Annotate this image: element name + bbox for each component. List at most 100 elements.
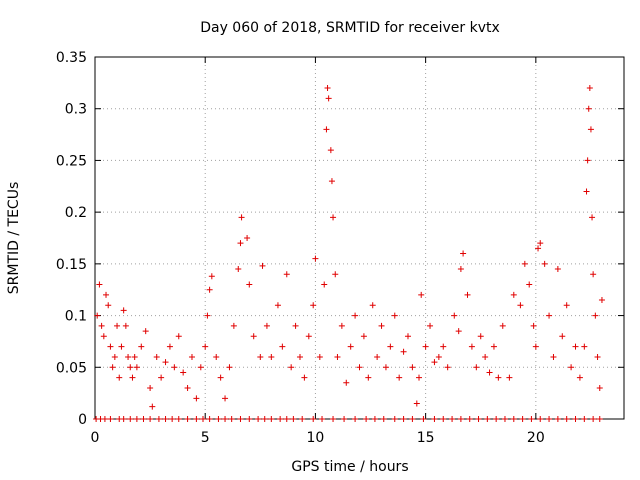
data-point bbox=[356, 364, 363, 371]
data-point bbox=[133, 364, 140, 371]
data-point bbox=[129, 374, 136, 381]
zero-data-point bbox=[310, 416, 317, 422]
zero-data-point bbox=[155, 416, 162, 422]
data-point bbox=[530, 322, 537, 329]
data-point bbox=[197, 364, 204, 371]
zero-data-point bbox=[147, 416, 154, 422]
zero-data-point bbox=[341, 416, 348, 422]
zero-data-point bbox=[228, 416, 235, 422]
data-point bbox=[312, 255, 319, 262]
y-tick-label: 0 bbox=[78, 412, 87, 428]
zero-data-point bbox=[457, 416, 464, 422]
x-axis-label: GPS time / hours bbox=[291, 459, 408, 475]
zero-data-point bbox=[596, 416, 603, 422]
data-point bbox=[396, 374, 403, 381]
zero-data-point bbox=[510, 416, 517, 422]
data-point bbox=[332, 271, 339, 278]
data-point bbox=[499, 322, 506, 329]
zero-data-point bbox=[268, 416, 275, 422]
data-point bbox=[116, 374, 123, 381]
data-point bbox=[131, 353, 138, 360]
zero-data-point bbox=[528, 416, 535, 422]
y-tick-label: 0.2 bbox=[65, 205, 87, 221]
zero-data-point bbox=[572, 416, 579, 422]
data-point bbox=[111, 353, 118, 360]
data-point bbox=[310, 302, 317, 309]
data-point bbox=[387, 343, 394, 350]
data-point bbox=[559, 333, 566, 340]
data-point bbox=[235, 266, 242, 273]
data-point bbox=[204, 312, 211, 319]
data-point bbox=[576, 374, 583, 381]
data-point bbox=[532, 343, 539, 350]
data-point bbox=[546, 312, 553, 319]
data-point bbox=[292, 322, 299, 329]
data-point bbox=[103, 291, 110, 298]
zero-data-point bbox=[206, 416, 213, 422]
x-tick-label: 10 bbox=[307, 430, 325, 446]
data-point bbox=[352, 312, 359, 319]
zero-data-point bbox=[371, 416, 378, 422]
data-point bbox=[107, 343, 114, 350]
data-point bbox=[206, 286, 213, 293]
zero-data-point bbox=[330, 416, 337, 422]
data-point bbox=[305, 333, 312, 340]
data-point bbox=[589, 214, 596, 221]
data-point bbox=[455, 328, 462, 335]
data-point bbox=[259, 262, 266, 269]
data-points bbox=[93, 85, 605, 422]
zero-data-point bbox=[484, 416, 491, 422]
data-point bbox=[100, 333, 107, 340]
data-point bbox=[413, 400, 420, 407]
chart-title: Day 060 of 2018, SRMTID for receiver kvt… bbox=[200, 20, 500, 36]
data-point bbox=[263, 322, 270, 329]
zero-data-point bbox=[261, 416, 268, 422]
data-point bbox=[554, 266, 561, 273]
zero-data-point bbox=[140, 416, 147, 422]
zero-data-point bbox=[554, 416, 561, 422]
data-point bbox=[550, 353, 557, 360]
data-point bbox=[495, 374, 502, 381]
zero-data-point bbox=[107, 416, 114, 422]
data-point bbox=[230, 322, 237, 329]
data-point bbox=[590, 271, 597, 278]
data-point bbox=[598, 297, 605, 304]
data-point bbox=[584, 157, 591, 164]
data-point bbox=[208, 273, 215, 280]
data-point bbox=[96, 281, 103, 288]
data-point bbox=[416, 374, 423, 381]
zero-data-point bbox=[363, 416, 370, 422]
zero-data-point bbox=[466, 416, 473, 422]
data-point bbox=[517, 302, 524, 309]
zero-data-point bbox=[222, 416, 229, 422]
y-tick-label: 0.15 bbox=[56, 257, 87, 273]
zero-data-point bbox=[283, 416, 290, 422]
y-axis-label: SRMTID / TECUs bbox=[6, 182, 22, 295]
data-point bbox=[330, 214, 337, 221]
zero-data-point bbox=[501, 416, 508, 422]
data-point bbox=[583, 188, 590, 195]
data-point bbox=[473, 364, 480, 371]
y-tick-label: 0.35 bbox=[56, 50, 87, 66]
data-point bbox=[217, 374, 224, 381]
zero-data-point bbox=[400, 416, 407, 422]
data-point bbox=[158, 374, 165, 381]
zero-data-point bbox=[277, 416, 284, 422]
data-point bbox=[127, 364, 134, 371]
data-point bbox=[175, 333, 182, 340]
data-point bbox=[568, 364, 575, 371]
data-point bbox=[435, 353, 442, 360]
data-point bbox=[122, 322, 129, 329]
zero-data-point bbox=[449, 416, 456, 422]
data-point bbox=[109, 364, 116, 371]
zero-data-point bbox=[440, 416, 447, 422]
data-point bbox=[444, 364, 451, 371]
data-point bbox=[537, 240, 544, 247]
data-point bbox=[193, 395, 200, 402]
zero-data-point bbox=[590, 416, 597, 422]
zero-data-point bbox=[581, 416, 588, 422]
y-tick-label: 0.1 bbox=[65, 309, 87, 325]
zero-data-point bbox=[299, 416, 306, 422]
data-point bbox=[477, 333, 484, 340]
data-point bbox=[171, 364, 178, 371]
